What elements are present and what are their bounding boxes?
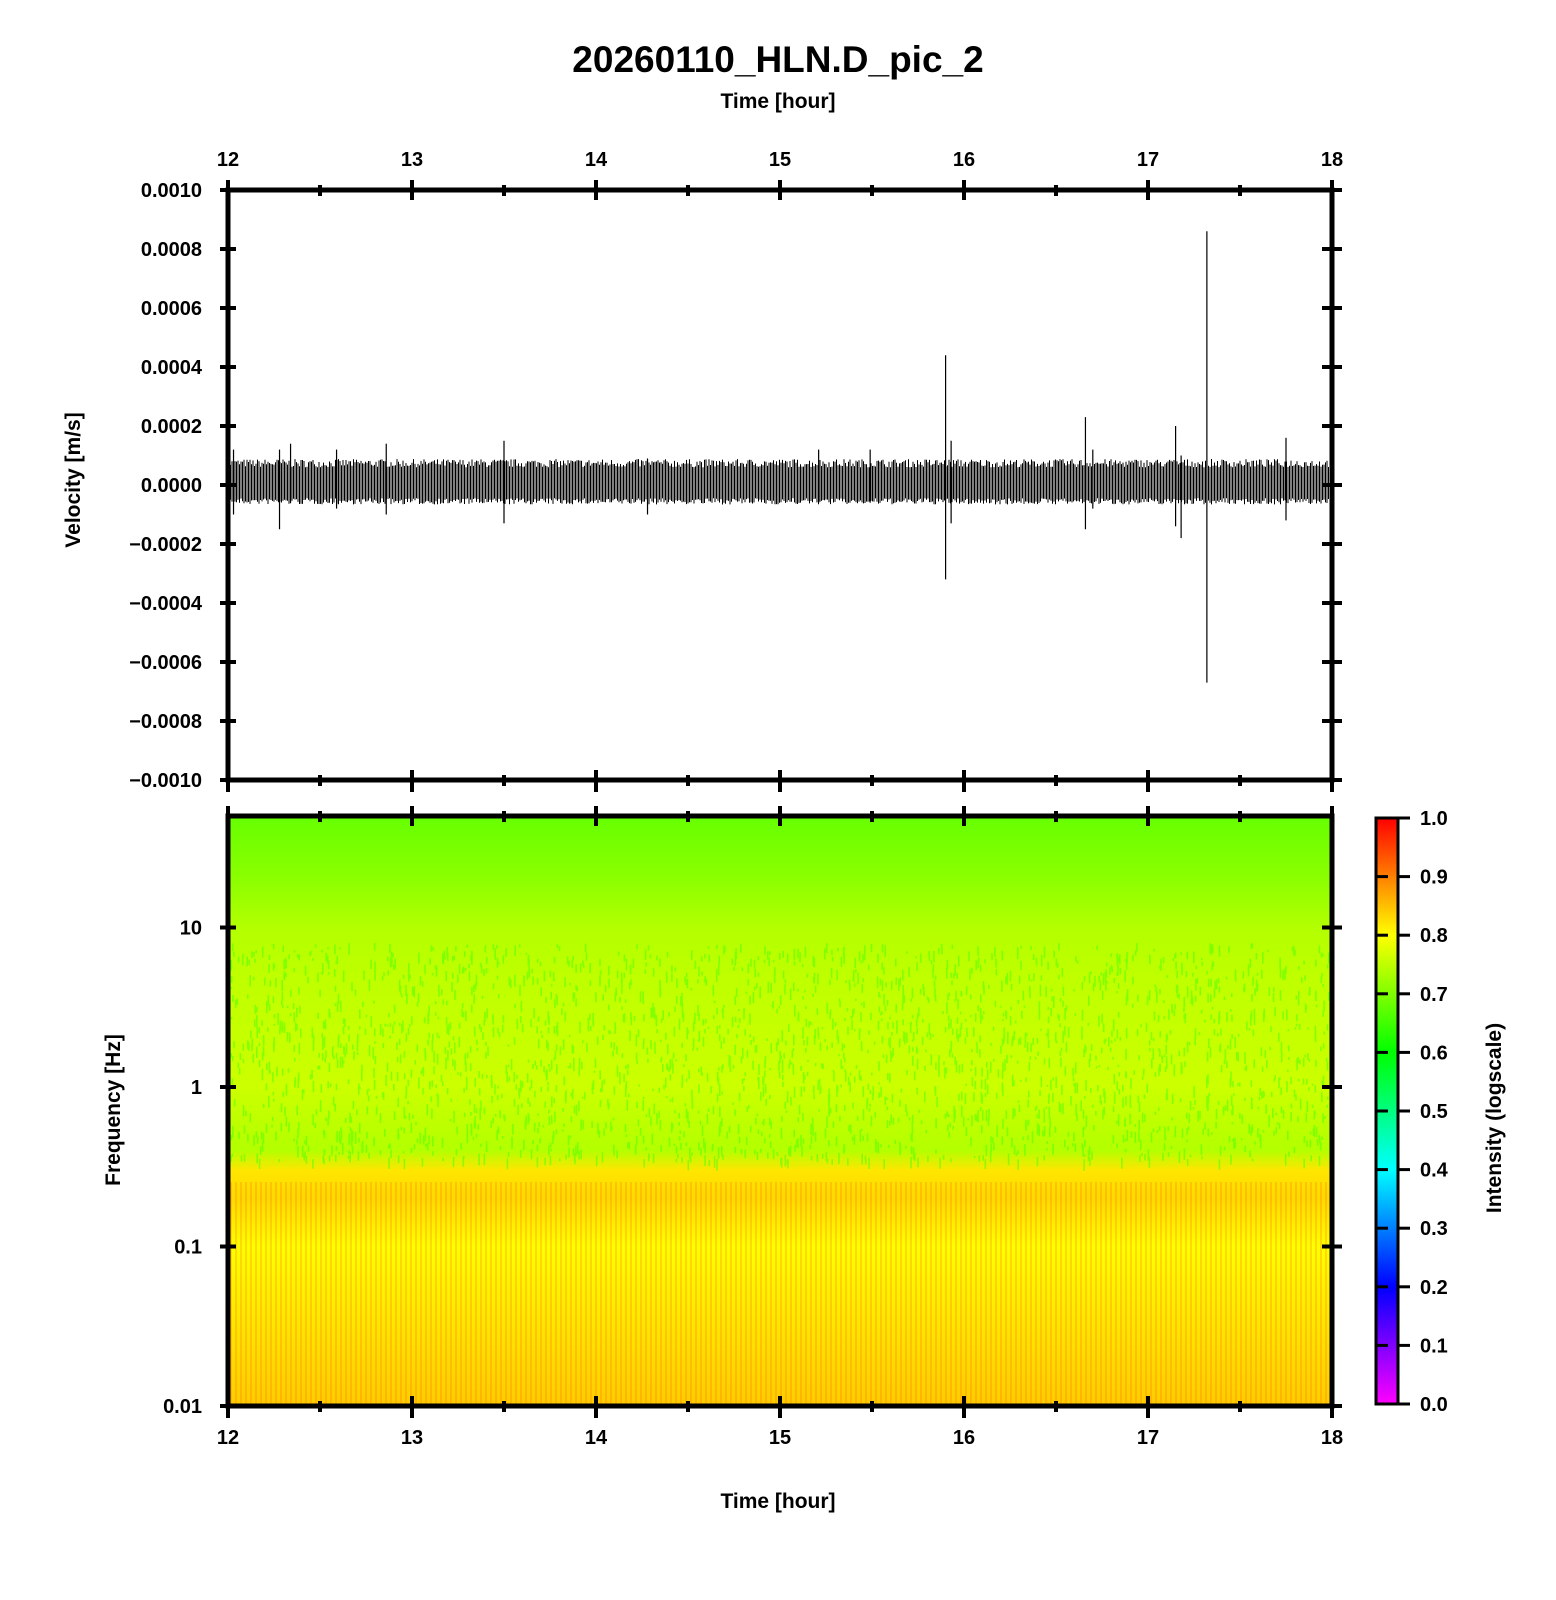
waveform-xtick-label: 14 [585,149,608,171]
waveform-panel: Time [hour] Velocity [m/s] 12 13 14 15 16 17 1… [62,90,1343,792]
waveform-y-ticks: 0.0010 0.0008 0.0006 0.0004 0.0002 0.0000 −0.0… [129,180,1342,792]
colorbar-tick-label: 0.6 [1420,1042,1448,1064]
waveform-x-ticks: 12 13 14 15 16 17 18 [217,149,1343,792]
waveform-ytick-label: −0.0008 [129,711,202,733]
page-title: 20260110_HLN.D_pic_2 [572,39,983,80]
spectrogram-ytick-label: 1 [191,1077,202,1099]
spectrogram-xtick-label: 17 [1137,1427,1159,1449]
spectrogram-xtick-label: 18 [1321,1427,1343,1449]
waveform-ytick-label: 0.0006 [141,298,202,320]
colorbar-tick-label: 0.8 [1420,925,1448,947]
waveform-spikes [232,231,1287,683]
spectrogram-stripes [228,1182,1332,1406]
colorbar-tick-label: 0.4 [1420,1160,1449,1182]
waveform-noise-trace [228,459,1331,505]
waveform-ytick-label: −0.0004 [129,593,203,615]
waveform-ytick-label: −0.0006 [129,652,202,674]
waveform-ylabel: Velocity [m/s] [62,412,85,547]
spectrogram-speckle-marks [230,943,1330,1171]
spectrogram-xtick-label: 12 [217,1427,239,1449]
spectrogram-x-ticks: 12 13 14 15 16 17 18 [217,806,1343,1449]
waveform-xtick-label: 15 [769,149,791,171]
colorbar-tick-label: 0.7 [1420,984,1448,1006]
colorbar-tick-label: 0.0 [1420,1394,1448,1416]
waveform-xtick-label: 12 [217,149,239,171]
colorbar-tick-label: 0.9 [1420,867,1448,889]
waveform-xtick-label: 18 [1321,149,1343,171]
spectrogram-xtick-label: 16 [953,1427,975,1449]
colorbar-tick-label: 0.3 [1420,1218,1448,1240]
spectrogram-y-ticks: 10 1 0.1 0.01 [163,917,1342,1418]
waveform-ytick-label: 0.0008 [141,239,202,261]
waveform-xtick-label: 17 [1137,149,1159,171]
waveform-ytick-label: 0.0010 [141,180,202,202]
waveform-ytick-label: 0.0002 [141,416,202,438]
waveform-noise-band [228,459,1331,505]
spectrogram-xtick-label: 13 [401,1427,423,1449]
waveform-xtick-label: 13 [401,149,423,171]
spectrogram-xlabel: Time [hour] [720,1490,835,1513]
spectrogram-speckle [230,943,1330,1171]
spectrogram-xtick-label: 14 [585,1427,608,1449]
spectrogram-ytick-label: 0.1 [174,1236,202,1258]
spectrogram-xtick-label: 15 [769,1427,791,1449]
colorbar-label: Intensity (logscale) [1483,1023,1506,1213]
colorbar-tick-label: 0.5 [1420,1101,1448,1123]
waveform-ytick-label: 0.0000 [141,475,202,497]
colorbar-tick-label: 0.1 [1420,1335,1448,1357]
waveform-ytick-label: −0.0010 [129,770,202,792]
spectrogram-ytick-label: 0.01 [163,1396,202,1418]
colorbar: 1.0 0.9 0.8 0.7 0.6 0.5 0.4 0.3 0.2 0.1 0.0 Intens… [1374,808,1506,1416]
colorbar-ticks: 1.0 0.9 0.8 0.7 0.6 0.5 0.4 0.3 0.2 0.1 0.0 [1376,808,1449,1416]
colorbar-tick-label: 1.0 [1420,808,1448,830]
waveform-xlabel: Time [hour] [720,90,835,113]
spectrogram-ylabel: Frequency [Hz] [102,1034,125,1186]
spectrogram-panel: 12 13 14 15 16 17 18 10 1 0.1 0.01 Time [hour] Fr… [102,806,1343,1513]
waveform-xtick-label: 16 [953,149,975,171]
spectrogram-ytick-label: 10 [180,917,202,939]
waveform-ytick-label: 0.0004 [141,357,203,379]
colorbar-tick-label: 0.2 [1420,1277,1448,1299]
waveform-ytick-label: −0.0002 [129,534,202,556]
